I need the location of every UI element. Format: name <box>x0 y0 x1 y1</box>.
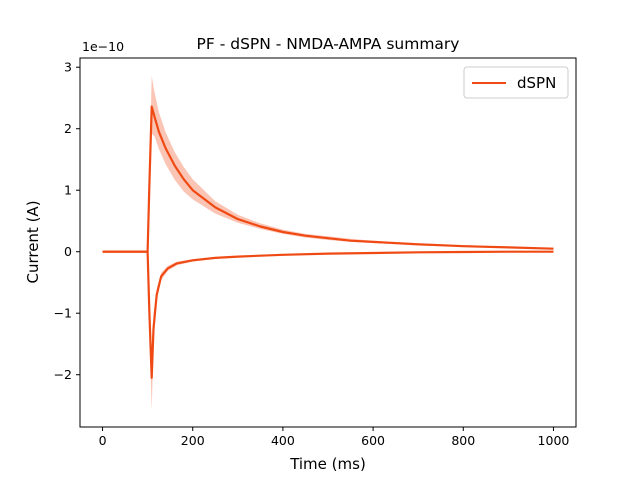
x-tick-label: 200 <box>181 433 205 448</box>
y-tick-label: −1 <box>54 306 72 321</box>
y-tick-label: 1 <box>64 183 72 198</box>
y-tick-label: 3 <box>64 60 72 75</box>
y-axis-ticks: −2 −1 0 1 2 3 <box>54 60 80 382</box>
x-axis-ticks: 0 200 400 600 800 1000 <box>99 427 570 448</box>
series-line-0 <box>102 105 554 253</box>
legend-label-dspn: dSPN <box>517 74 556 92</box>
x-tick-label: 800 <box>451 433 475 448</box>
series-line-1 <box>102 250 554 379</box>
y-tick-label: −2 <box>54 367 72 382</box>
series-lines <box>102 105 554 379</box>
x-tick-label: 600 <box>361 433 385 448</box>
legend-box <box>463 66 569 99</box>
x-tick-label: 400 <box>271 433 295 448</box>
x-axis-label: Time (ms) <box>289 455 366 473</box>
y-tick-label: 0 <box>64 244 72 259</box>
y-axis-label: Current (A) <box>24 200 42 283</box>
chart-title: PF - dSPN - NMDA-AMPA summary <box>197 35 460 53</box>
x-tick-label: 0 <box>99 433 107 448</box>
y-scale-label: 1e−10 <box>82 39 124 54</box>
x-tick-label: 1000 <box>538 433 570 448</box>
legend: dSPN <box>463 66 569 99</box>
plot-frame <box>79 57 577 428</box>
y-tick-label: 2 <box>64 121 72 136</box>
